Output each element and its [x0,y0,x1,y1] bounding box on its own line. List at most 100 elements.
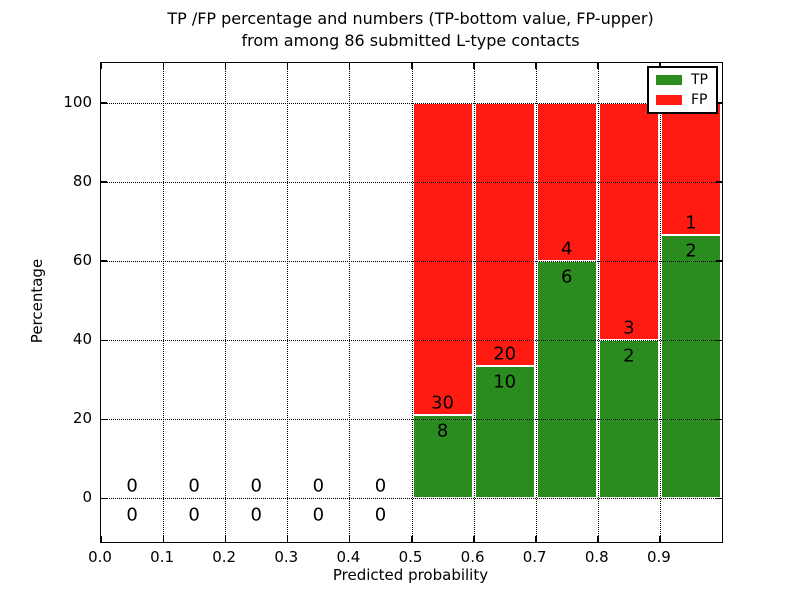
legend-swatch-tp [656,75,682,85]
fp-count-label: 3 [623,317,635,339]
tick-mark [716,497,722,500]
gridline [597,63,599,542]
fp-count-label: 0 [126,475,138,497]
gridline [659,63,661,542]
legend-swatch-fp [656,95,682,105]
legend-label: FP [691,92,708,108]
tick-mark [224,536,227,542]
tick-mark [100,536,102,542]
tick-mark [716,339,722,342]
tick-mark [535,63,537,69]
gridline [101,340,722,342]
fp-count-label: 30 [431,392,454,414]
plot-area: 0 0 0 0 0 0 0 0 0 0 30 8 20 10 4 6 3 2 1 2 TP FP [100,62,723,543]
tp-count-label: 8 [436,420,449,442]
bar-tp-segment [536,260,597,499]
gridline [101,181,722,183]
tick-mark [101,260,107,262]
tick-mark [162,536,165,542]
y-tick-label: 100 [63,92,92,111]
x-tick-label: 0.5 [398,548,423,566]
y-tick-label: 60 [72,250,92,269]
tick-mark [411,536,413,542]
gridline [101,260,722,262]
legend-label: TP [691,72,708,88]
tick-mark [286,536,289,542]
y-tick-label: 40 [72,330,92,349]
x-tick-label: 0.3 [274,548,299,566]
y-tick-label: 20 [72,409,92,428]
x-axis-label: Predicted probability [332,566,489,584]
bar-tp-segment [474,366,535,499]
bar-fp-segment [412,102,473,416]
tp-count-label: 0 [188,504,200,526]
fp-count-label: 0 [188,475,200,497]
legend: TP FP [647,66,718,114]
gridline [535,63,537,542]
y-tick-label: 0 [82,488,92,507]
gridline [411,63,413,542]
tp-count-label: 2 [685,240,697,262]
tick-mark [224,63,227,69]
tick-mark [348,536,351,542]
legend-item-tp: TP [656,73,708,87]
tp-count-label: 0 [374,504,387,526]
tp-count-label: 6 [561,266,573,288]
tick-mark [659,536,661,542]
tp-count-label: 10 [493,371,517,393]
fp-count-label: 20 [493,343,517,365]
x-tick-label: 0.9 [646,548,671,566]
tick-mark [101,497,107,500]
gridline [163,63,165,542]
chart-title-line1: TP /FP percentage and numbers (TP-bottom… [167,9,654,28]
tick-mark [535,536,537,542]
x-tick-label: 0.0 [88,548,112,566]
bar-fp-segment [474,102,535,367]
tp-count-label: 0 [312,504,325,526]
tick-mark [716,418,722,421]
x-tick-label: 0.8 [584,548,609,566]
tick-mark [286,63,289,69]
tick-mark [101,339,107,342]
y-tick-label: 80 [72,171,92,190]
bar-tp-segment [660,234,721,499]
tick-mark [716,260,722,262]
tick-mark [411,63,413,69]
fp-count-label: 1 [685,212,697,234]
tp-count-label: 0 [250,504,262,526]
tick-mark [597,63,599,69]
tick-mark [716,181,722,183]
gridline [287,63,289,542]
fp-count-label: 0 [374,475,387,497]
x-tick-label: 0.7 [522,548,547,566]
x-tick-label: 0.4 [336,548,361,566]
tp-count-label: 0 [126,504,138,526]
tick-mark [348,63,351,69]
tick-mark [100,63,102,69]
tick-mark [597,536,599,542]
tick-mark [101,418,107,421]
tick-mark [162,63,165,69]
x-tick-label: 0.6 [460,548,485,566]
fp-count-label: 0 [312,475,325,497]
x-tick-label: 0.2 [212,548,237,566]
gridline [101,102,722,104]
gridline [101,498,722,500]
tick-mark [473,536,475,542]
gridline [101,419,722,421]
tp-count-label: 2 [623,345,635,367]
legend-item-fp: FP [656,93,708,107]
gridline [473,63,475,542]
x-tick-label: 0.1 [150,548,175,566]
chart-title-line2: from among 86 submitted L-type contacts [241,31,580,50]
fp-count-label: 0 [250,475,262,497]
tick-mark [716,102,722,104]
tick-mark [473,63,475,69]
gridline [349,63,351,542]
bar-fp-segment [598,102,659,341]
tick-mark [101,181,107,183]
gridline [225,63,227,542]
chart-title: TP /FP percentage and numbers (TP-bottom… [100,8,721,52]
tick-mark [101,102,107,104]
